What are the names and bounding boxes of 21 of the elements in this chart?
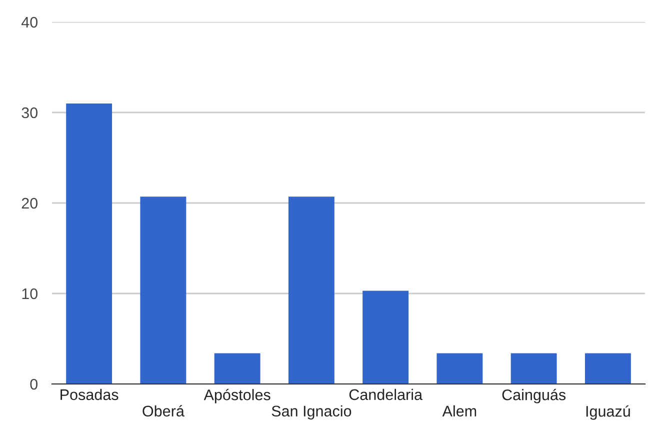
- bar: [288, 196, 334, 384]
- x-tick-label: Oberá: [142, 405, 184, 417]
- bar: [584, 353, 631, 384]
- x-tick-label: Cainguás: [502, 388, 566, 404]
- y-tick-label: 40: [21, 16, 38, 28]
- bar: [436, 353, 483, 384]
- x-tick-label: Iguazú: [586, 405, 630, 420]
- y-tick-label: 10: [22, 288, 38, 300]
- x-tick-label: San Ignacio: [272, 405, 352, 420]
- y-tick-label: 30: [22, 107, 38, 118]
- x-tick-label: Apóstoles: [204, 388, 270, 404]
- y-tick-label: 20: [22, 198, 38, 209]
- x-tick-label: Candelaria: [349, 388, 423, 400]
- y-tick-label: 0: [30, 378, 38, 390]
- bar: [140, 196, 186, 384]
- bar: [214, 353, 260, 384]
- bar: [66, 103, 112, 384]
- bar: [510, 353, 557, 384]
- x-tick-label: Alem: [442, 405, 476, 417]
- bar: [362, 290, 409, 384]
- x-tick-label: Posadas: [60, 388, 118, 400]
